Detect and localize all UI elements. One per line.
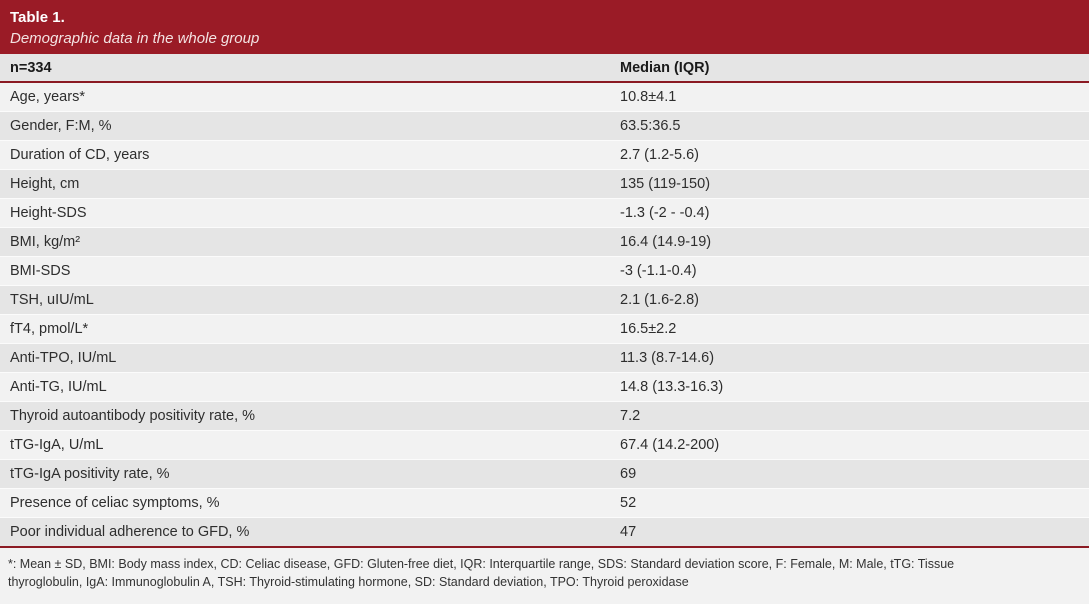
table-title-band: Table 1. Demographic data in the whole g… (0, 0, 1089, 54)
row-label: tTG-IgA positivity rate, % (10, 466, 170, 482)
table-row: TSH, uIU/mL 2.1 (1.6-2.8) (0, 285, 1089, 314)
row-value: 67.4 (14.2-200) (620, 437, 720, 453)
row-value: -3 (-1.1-0.4) (620, 263, 697, 279)
row-label: Anti-TPO, IU/mL (10, 350, 117, 366)
footnote-line-2: thyroglobulin, IgA: Immunoglobulin A, TS… (8, 575, 689, 590)
row-value: 2.7 (1.2-5.6) (620, 147, 699, 163)
row-value: 63.5:36.5 (620, 118, 681, 134)
table-row: Duration of CD, years 2.7 (1.2-5.6) (0, 140, 1089, 169)
row-value: 52 (620, 495, 637, 511)
table-row: Height-SDS -1.3 (-2 - -0.4) (0, 198, 1089, 227)
row-label: Thyroid autoantibody positivity rate, % (10, 408, 256, 424)
table-row: Presence of celiac symptoms, % 52 (0, 488, 1089, 517)
table-row: fT4, pmol/L* 16.5±2.2 (0, 314, 1089, 343)
row-value: 69 (620, 466, 637, 482)
row-value: 2.1 (1.6-2.8) (620, 292, 699, 308)
row-label: TSH, uIU/mL (10, 292, 94, 308)
row-label: Height-SDS (10, 205, 87, 221)
footnote-line-1: *: Mean ± SD, BMI: Body mass index, CD: … (8, 557, 955, 571)
row-label: BMI, kg/m² (10, 234, 81, 250)
row-label: fT4, pmol/L* (10, 321, 89, 337)
row-label: BMI-SDS (10, 263, 71, 279)
row-value: 16.5±2.2 (620, 321, 677, 337)
table-row: Age, years* 10.8±4.1 (0, 83, 1089, 111)
column-header-n: n=334 (10, 59, 52, 76)
row-label: Poor individual adherence to GFD, % (10, 524, 250, 540)
table-row: Anti-TPO, IU/mL 11.3 (8.7-14.6) (0, 343, 1089, 372)
table-row: tTG-IgA positivity rate, % 69 (0, 459, 1089, 488)
row-label: Age, years* (10, 89, 85, 105)
table-row: Anti-TG, IU/mL 14.8 (13.3-16.3) (0, 372, 1089, 401)
row-value: 7.2 (620, 408, 641, 424)
row-value: -1.3 (-2 - -0.4) (620, 205, 710, 221)
row-value: 14.8 (13.3-16.3) (620, 379, 724, 395)
table-caption: Demographic data in the whole group (10, 30, 260, 47)
table-row: Poor individual adherence to GFD, % 47 (0, 517, 1089, 546)
table-body: Age, years* 10.8±4.1 Gender, F:M, % 63.5:36… (0, 83, 1089, 546)
row-value: 47 (620, 524, 637, 540)
row-value: 135 (119-150) (620, 176, 711, 192)
row-label: Anti-TG, IU/mL (10, 379, 107, 395)
table-row: Height, cm 135 (119-150) (0, 169, 1089, 198)
table-row: Gender, F:M, % 63.5:36.5 (0, 111, 1089, 140)
row-value: 16.4 (14.9-19) (620, 234, 712, 250)
row-label: Duration of CD, years (10, 147, 150, 163)
table-footnote: *: Mean ± SD, BMI: Body mass index, CD: … (0, 546, 1089, 604)
table-row: BMI-SDS -3 (-1.1-0.4) (0, 256, 1089, 285)
row-value: 10.8±4.1 (620, 89, 677, 105)
table-row: BMI, kg/m² 16.4 (14.9-19) (0, 227, 1089, 256)
row-label: Gender, F:M, % (10, 118, 112, 134)
column-header-median-iqr: Median (IQR) (620, 59, 710, 76)
row-label: Presence of celiac symptoms, % (10, 495, 220, 511)
row-label: tTG-IgA, U/mL (10, 437, 104, 453)
column-header-row: n=334 Median (IQR) (0, 54, 1089, 83)
table-row: Thyroid autoantibody positivity rate, % 7… (0, 401, 1089, 430)
table-number: Table 1. (10, 9, 65, 26)
row-value: 11.3 (8.7-14.6) (620, 350, 715, 366)
table-row: tTG-IgA, U/mL 67.4 (14.2-200) (0, 430, 1089, 459)
row-label: Height, cm (10, 176, 80, 192)
